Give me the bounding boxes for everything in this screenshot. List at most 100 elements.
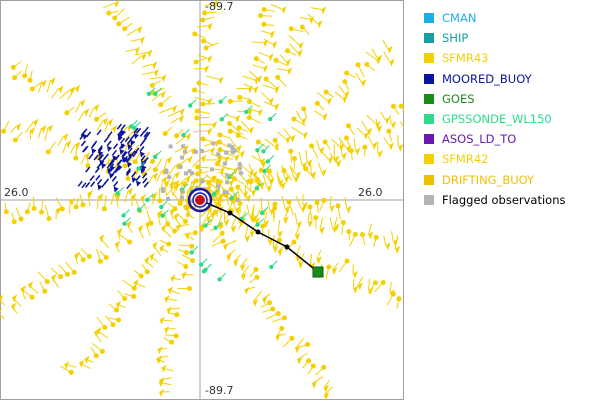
wind-barb — [330, 196, 331, 208]
sfmr-observation — [247, 115, 252, 120]
flagged-observation — [200, 149, 204, 153]
wind-barb — [277, 132, 286, 139]
wind-barb — [164, 159, 167, 169]
sfmr-observation — [94, 117, 99, 122]
wind-flag — [207, 55, 212, 63]
sfmr-observation — [232, 176, 237, 181]
wind-flag — [386, 242, 391, 250]
legend-item-drifting-buoy[interactable]: DRIFTING_BUOY — [424, 170, 596, 190]
wind-flag — [42, 80, 47, 88]
legend-item-cman[interactable]: CMAN — [424, 8, 596, 28]
wind-flag — [179, 115, 184, 123]
legend-item-gpssonde[interactable]: GPSSONDE_WL150 — [424, 109, 596, 129]
track-end-marker — [313, 267, 323, 277]
sfmr-observation — [153, 167, 158, 172]
wind-barb — [282, 196, 285, 209]
sfmr-observation — [216, 179, 221, 184]
buoy-barb — [127, 184, 131, 189]
flagged-observation — [210, 167, 214, 171]
wind-barb — [38, 128, 41, 138]
wind-barb — [261, 31, 270, 34]
wind-barb — [150, 77, 162, 79]
sfmr-observation — [69, 370, 74, 375]
buoy-barb — [136, 176, 140, 181]
wind-flag — [16, 123, 21, 131]
sfmr-observation — [111, 322, 116, 327]
sfmr-observation — [342, 79, 347, 84]
flagged-observation — [164, 170, 168, 174]
wind-flag — [390, 59, 395, 67]
sfmr-observation — [47, 216, 52, 221]
wind-flag — [138, 225, 143, 233]
legend-item-sfmr43[interactable]: SFMR43 — [424, 48, 596, 68]
wind-barb — [142, 64, 152, 67]
wind-flag — [323, 113, 328, 121]
sfmr-observation — [321, 365, 326, 370]
sfmr-observation — [165, 222, 170, 227]
flagged-observation — [238, 167, 242, 171]
wind-flag — [59, 86, 64, 94]
sfmr-observation — [145, 269, 150, 274]
track-point — [256, 230, 261, 235]
sfmr-observation — [217, 132, 222, 137]
legend-item-moored-buoy[interactable]: MOORED_BUOY — [424, 69, 596, 89]
sfmr-observation — [374, 235, 379, 240]
buoy-observation — [136, 181, 141, 187]
wind-barb — [243, 76, 255, 80]
sfmr-observation — [19, 217, 24, 222]
observation-plot: -89.7 -89.7 26.0 26.0 — [0, 0, 404, 400]
sfmr-observation — [30, 87, 35, 92]
sfmr-observation — [237, 95, 242, 100]
wind-barb — [392, 231, 394, 241]
wind-flag — [159, 245, 164, 253]
wind-flag — [99, 234, 104, 242]
buoy-observation — [127, 162, 132, 168]
wind-flag — [212, 121, 217, 129]
wind-barb — [297, 353, 307, 360]
sfmr-observation — [195, 172, 200, 177]
wind-flag — [116, 301, 121, 309]
sfmr-observation — [248, 179, 253, 184]
flagged-observation — [180, 156, 184, 160]
wind-barb — [300, 18, 309, 20]
legend-item-flagged[interactable]: Flagged observations — [424, 190, 596, 210]
wind-flag — [240, 150, 245, 158]
wind-barb — [253, 65, 264, 68]
wind-flag — [94, 104, 99, 112]
sfmr-observation — [289, 336, 294, 341]
legend-item-goes[interactable]: GOES — [424, 89, 596, 109]
legend-item-ship[interactable]: SHIP — [424, 28, 596, 48]
wind-barb — [63, 143, 67, 153]
sfmr-observation — [218, 147, 223, 152]
wind-barb — [296, 111, 302, 121]
flagged-observation — [161, 187, 165, 191]
sfmr-observation — [235, 185, 240, 190]
legend-item-sfmr42[interactable]: SFMR42 — [424, 149, 596, 169]
flagged-observation — [225, 180, 229, 184]
sfmr-observation — [273, 138, 278, 143]
wind-flag — [208, 23, 213, 31]
wind-flag — [389, 142, 394, 150]
flagged-observation — [184, 171, 188, 175]
wind-flag — [180, 108, 185, 116]
wind-barb — [126, 50, 135, 52]
sfmr-observation — [98, 259, 103, 264]
legend-item-asos[interactable]: ASOS_LD_TO — [424, 129, 596, 149]
legend-label: MOORED_BUOY — [442, 72, 532, 86]
sfmr-observation — [315, 200, 320, 205]
wind-barb — [159, 108, 172, 113]
wind-flag — [84, 108, 89, 116]
gps-barb — [184, 129, 190, 135]
sfmr-observation — [12, 75, 17, 80]
sfmr-observation — [254, 56, 259, 61]
sfmr-observation — [336, 203, 341, 208]
flagged-observation — [230, 145, 234, 149]
sfmr-observation — [100, 349, 105, 354]
sfmr-observation — [309, 143, 314, 148]
sfmr-observation — [132, 286, 137, 291]
gps-barb — [257, 144, 263, 150]
wind-flag — [182, 271, 187, 279]
wind-flag — [254, 86, 259, 94]
wind-barb — [89, 107, 94, 118]
wind-flag — [270, 31, 275, 39]
